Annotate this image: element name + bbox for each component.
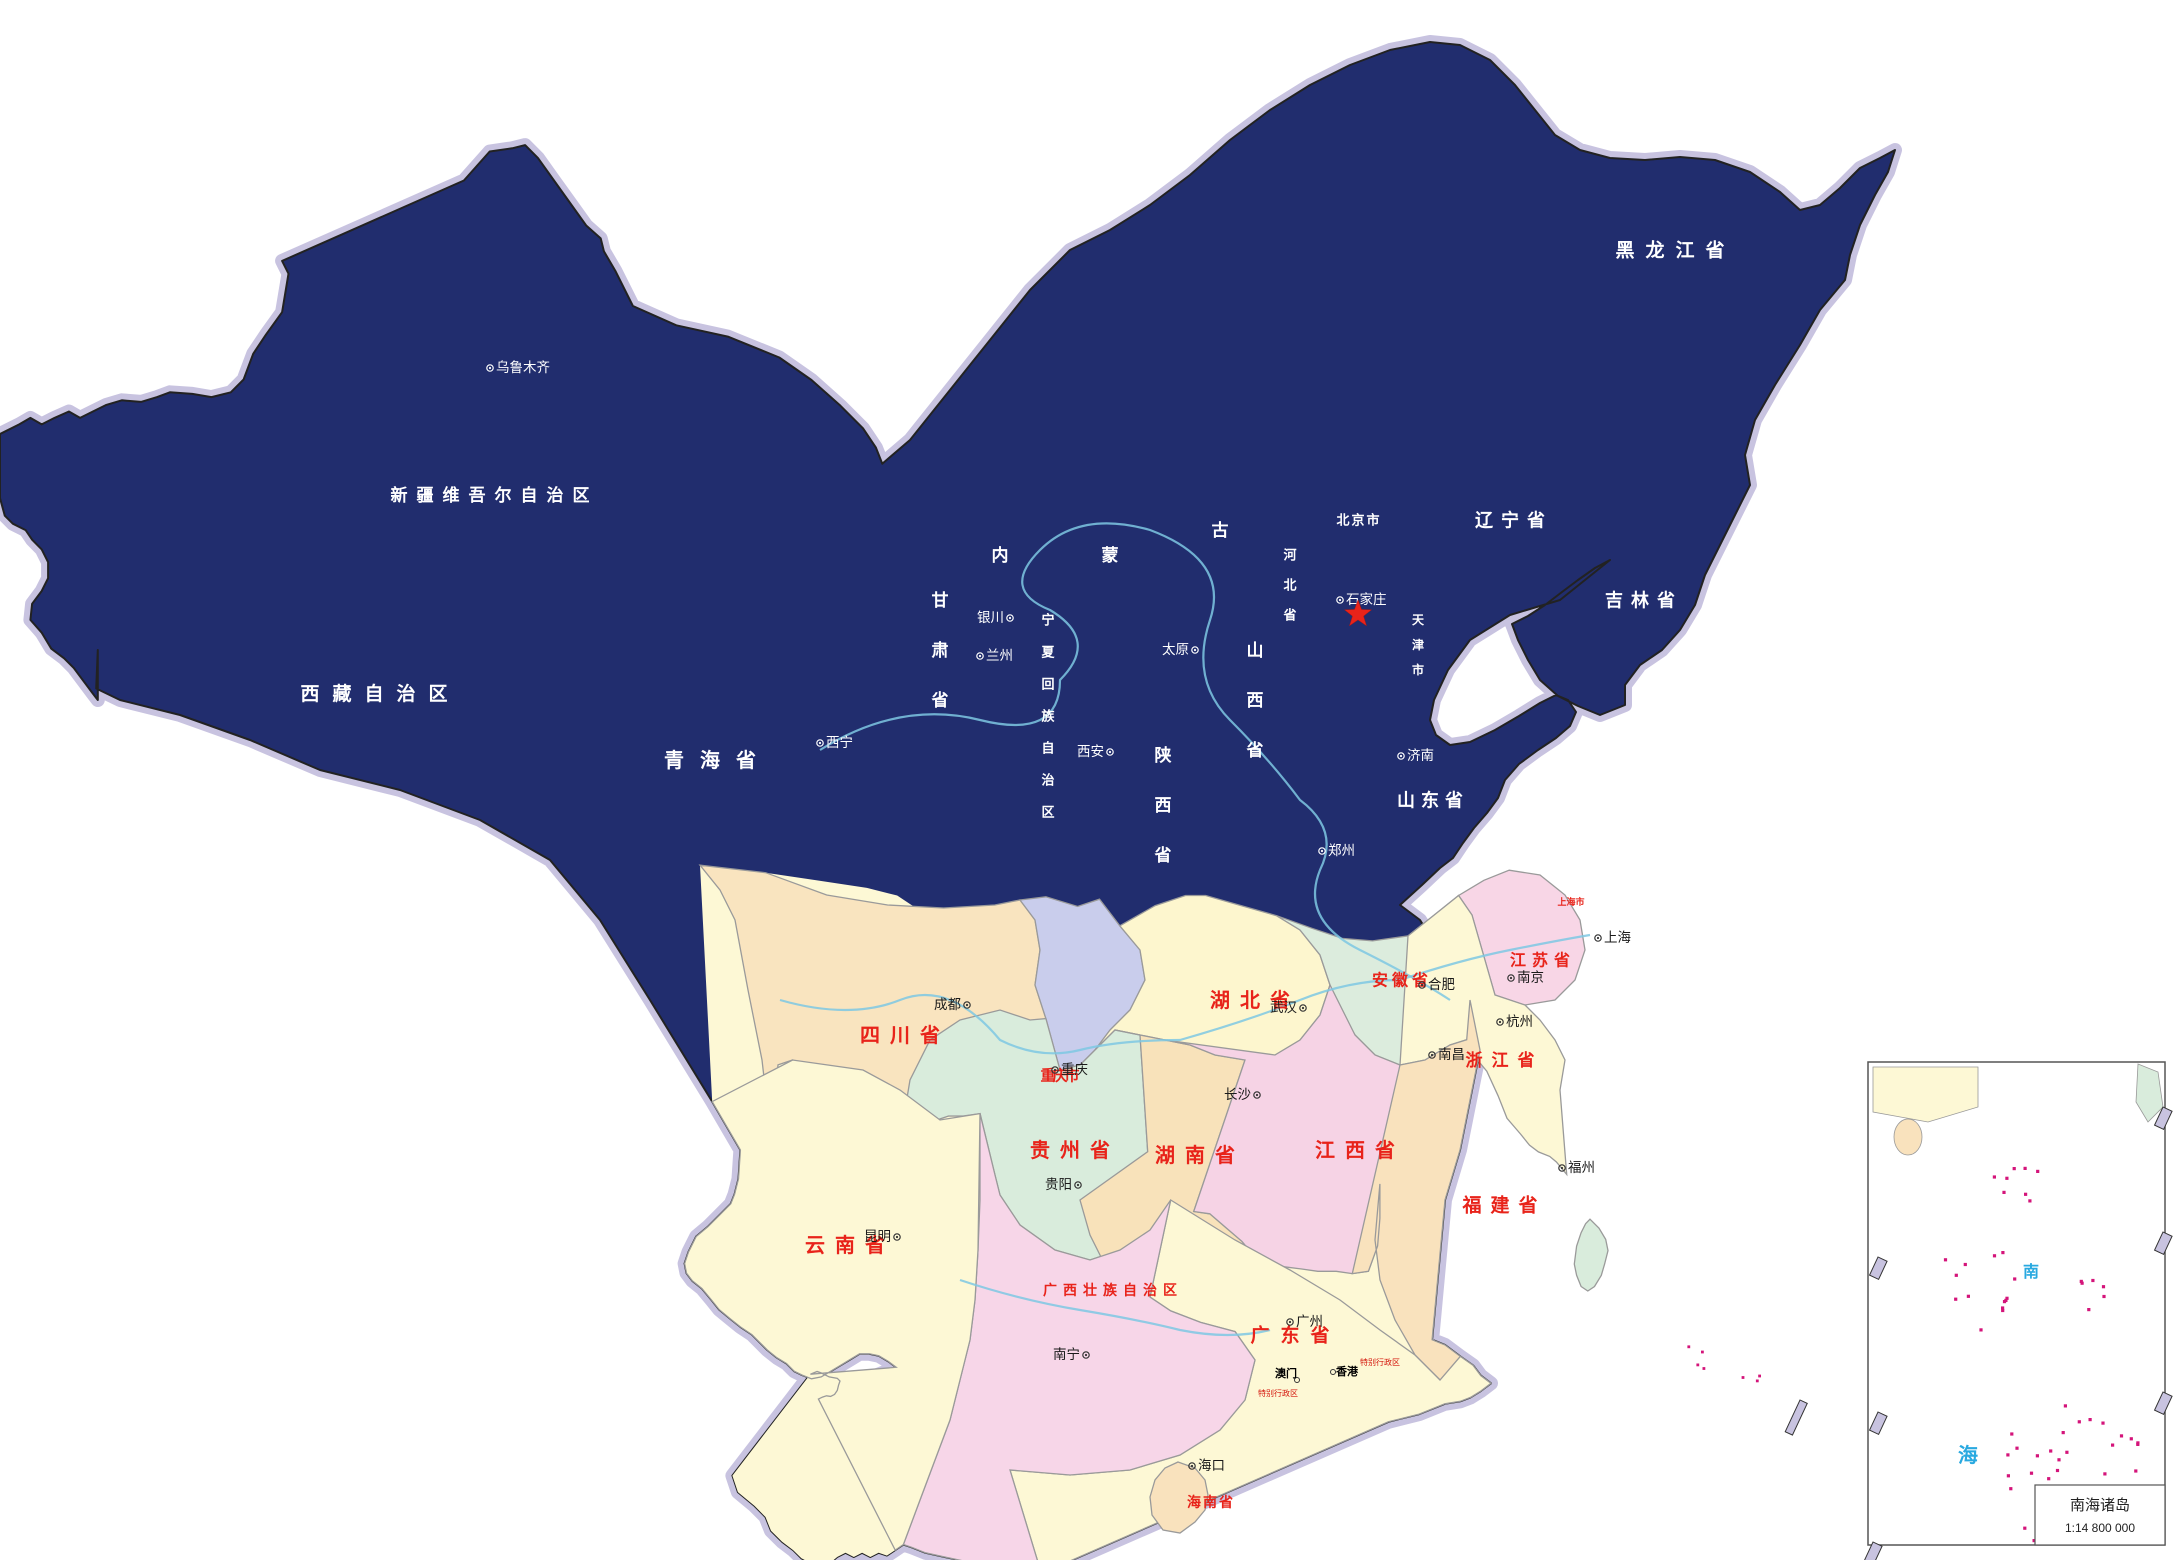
svg-text:湖南省: 湖南省 bbox=[1155, 1144, 1235, 1167]
svg-text:南海诸岛: 南海诸岛 bbox=[2070, 1497, 2130, 1514]
svg-text:海口: 海口 bbox=[1198, 1458, 1225, 1473]
svg-text:北京市: 北京市 bbox=[1336, 513, 1379, 528]
svg-text:江西省: 江西省 bbox=[1315, 1139, 1395, 1162]
svg-text:兰州: 兰州 bbox=[986, 648, 1013, 663]
svg-text:陕: 陕 bbox=[1155, 745, 1172, 765]
svg-text:重庆: 重庆 bbox=[1061, 1062, 1088, 1077]
svg-text:合肥: 合肥 bbox=[1428, 977, 1455, 992]
svg-text:浙江省: 浙江省 bbox=[1466, 1050, 1535, 1070]
svg-text:南京: 南京 bbox=[1517, 970, 1544, 985]
svg-text:南: 南 bbox=[2023, 1262, 2039, 1281]
svg-text:省: 省 bbox=[931, 690, 949, 710]
svg-text:成都: 成都 bbox=[934, 997, 961, 1012]
svg-text:内: 内 bbox=[992, 545, 1009, 565]
svg-text:山东省: 山东省 bbox=[1397, 789, 1463, 810]
svg-text:古: 古 bbox=[1212, 520, 1229, 540]
svg-text:四川省: 四川省 bbox=[860, 1024, 940, 1047]
svg-text:济南: 济南 bbox=[1407, 748, 1434, 763]
svg-text:1:14 800 000: 1:14 800 000 bbox=[2065, 1521, 2135, 1535]
svg-text:太原: 太原 bbox=[1162, 642, 1189, 657]
svg-text:南昌: 南昌 bbox=[1438, 1047, 1465, 1062]
svg-text:贵阳: 贵阳 bbox=[1045, 1177, 1072, 1192]
svg-text:昆明: 昆明 bbox=[864, 1229, 891, 1244]
svg-text:特别行政区: 特别行政区 bbox=[1258, 1388, 1298, 1398]
svg-text:津: 津 bbox=[1412, 637, 1424, 652]
svg-text:市: 市 bbox=[1412, 662, 1424, 677]
svg-text:天: 天 bbox=[1412, 613, 1425, 627]
svg-text:长沙: 长沙 bbox=[1224, 1087, 1251, 1102]
svg-text:特别行政区: 特别行政区 bbox=[1360, 1357, 1400, 1367]
svg-text:江苏省: 江苏省 bbox=[1510, 951, 1570, 970]
svg-text:澳门: 澳门 bbox=[1275, 1366, 1297, 1380]
svg-text:省: 省 bbox=[1246, 740, 1264, 760]
svg-text:海: 海 bbox=[1958, 1443, 1978, 1467]
svg-text:自: 自 bbox=[1041, 741, 1054, 756]
svg-text:族: 族 bbox=[1041, 709, 1055, 724]
svg-text:石家庄: 石家庄 bbox=[1346, 591, 1387, 607]
svg-text:福州: 福州 bbox=[1568, 1160, 1595, 1175]
svg-text:回: 回 bbox=[1041, 677, 1054, 692]
svg-text:西安: 西安 bbox=[1077, 744, 1104, 759]
svg-text:蒙: 蒙 bbox=[1102, 545, 1119, 565]
svg-text:吉林省: 吉林省 bbox=[1605, 589, 1675, 610]
svg-text:郑州: 郑州 bbox=[1328, 843, 1355, 858]
svg-text:省: 省 bbox=[1282, 608, 1296, 623]
svg-text:河: 河 bbox=[1283, 548, 1296, 563]
svg-text:山: 山 bbox=[1247, 641, 1264, 660]
svg-text:海南省: 海南省 bbox=[1187, 1494, 1233, 1510]
svg-text:北: 北 bbox=[1283, 578, 1296, 593]
svg-text:西宁: 西宁 bbox=[826, 734, 853, 750]
svg-text:宁: 宁 bbox=[1041, 613, 1054, 628]
svg-text:省: 省 bbox=[1154, 845, 1172, 865]
svg-text:西: 西 bbox=[1155, 796, 1172, 815]
svg-text:杭州: 杭州 bbox=[1506, 1014, 1533, 1029]
svg-text:乌鲁木齐: 乌鲁木齐 bbox=[496, 360, 550, 375]
svg-text:福建省: 福建省 bbox=[1461, 1194, 1537, 1217]
svg-text:治: 治 bbox=[1041, 773, 1054, 788]
svg-text:肃: 肃 bbox=[932, 641, 949, 660]
svg-text:上海市: 上海市 bbox=[1557, 896, 1584, 907]
svg-text:南宁: 南宁 bbox=[1053, 1346, 1080, 1362]
svg-text:夏: 夏 bbox=[1040, 645, 1055, 660]
svg-text:青海省: 青海省 bbox=[664, 748, 756, 772]
svg-text:银川: 银川 bbox=[977, 610, 1004, 625]
svg-text:甘: 甘 bbox=[932, 590, 949, 610]
svg-text:西: 西 bbox=[1247, 691, 1264, 710]
svg-text:武汉: 武汉 bbox=[1270, 1000, 1298, 1015]
svg-text:辽宁省: 辽宁省 bbox=[1475, 509, 1545, 530]
svg-text:广州: 广州 bbox=[1296, 1314, 1323, 1329]
svg-text:上海: 上海 bbox=[1604, 930, 1631, 945]
svg-text:区: 区 bbox=[1041, 805, 1054, 820]
svg-text:香港: 香港 bbox=[1335, 1364, 1359, 1378]
svg-text:贵州省: 贵州省 bbox=[1030, 1139, 1110, 1162]
